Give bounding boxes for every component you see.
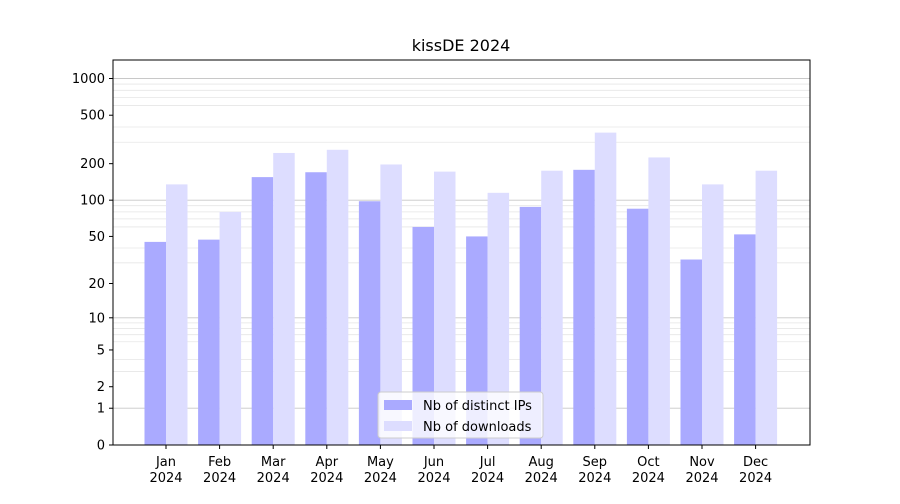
y-tick-label: 2 xyxy=(97,380,105,395)
bar-distinct-ips xyxy=(626,208,649,445)
x-tick-label: Dec 2024 xyxy=(739,455,772,486)
bar-downloads xyxy=(380,164,402,445)
bar-distinct-ips xyxy=(305,172,327,446)
x-tick-label: Jun 2024 xyxy=(417,455,450,486)
bar-distinct-ips xyxy=(251,177,274,445)
bars xyxy=(144,132,778,446)
y-tick-label: 50 xyxy=(88,230,105,245)
x-tick-label: Aug 2024 xyxy=(525,455,558,486)
bar-distinct-ips xyxy=(358,201,381,445)
x-tick-label: Jul 2024 xyxy=(471,455,504,486)
x-tick-label: Apr 2024 xyxy=(310,455,343,486)
legend-label: Nb of distinct IPs xyxy=(423,399,532,414)
x-tick-label: Feb 2024 xyxy=(203,455,236,486)
x-axis-ticks: Jan 2024 Feb 2024 Mar 2024 Apr 2024 May 2024 Jun 20… xyxy=(149,445,772,486)
plot-frame xyxy=(112,59,811,446)
legend-label: Nb of downloads xyxy=(423,420,532,435)
bar-distinct-ips xyxy=(198,239,220,445)
x-tick-label: May 2024 xyxy=(364,455,397,486)
x-tick-label: Mar 2024 xyxy=(257,455,290,486)
bar-downloads xyxy=(434,171,456,445)
bar-downloads xyxy=(702,184,724,445)
bar-distinct-ips xyxy=(734,234,756,445)
legend-swatch xyxy=(384,400,412,410)
y-tick-label: 0 xyxy=(97,439,105,454)
x-tick-label: Nov 2024 xyxy=(685,455,718,486)
y-tick-label: 1000 xyxy=(72,72,105,87)
x-tick-label: Sep 2024 xyxy=(578,455,611,486)
bar-downloads xyxy=(594,132,617,445)
bar-downloads xyxy=(219,211,242,445)
y-tick-label: 10 xyxy=(88,311,105,326)
bar-distinct-ips xyxy=(144,241,166,445)
y-tick-label: 5 xyxy=(97,343,105,358)
y-tick-label: 200 xyxy=(80,157,105,172)
bar-downloads xyxy=(326,149,349,445)
bar-downloads xyxy=(166,184,188,445)
bar-downloads xyxy=(273,152,295,445)
bar-distinct-ips xyxy=(519,206,542,445)
bar-downloads xyxy=(755,170,778,445)
legend: Nb of distinct IPs Nb of downloads xyxy=(377,391,544,439)
bar-distinct-ips xyxy=(680,259,702,445)
bar-distinct-ips xyxy=(573,169,595,445)
x-tick-label: Jan 2024 xyxy=(149,455,182,486)
x-tick-label: Oct 2024 xyxy=(632,455,665,486)
y-axis-ticks: 0 1 2 5 10 20 50 100 200 500 1000 xyxy=(72,72,113,454)
bar-downloads xyxy=(487,192,510,445)
chart-title: kissDE 2024 xyxy=(412,36,511,55)
legend-swatch xyxy=(384,421,412,431)
bar-distinct-ips xyxy=(412,226,434,445)
bar-downloads xyxy=(541,170,563,445)
y-tick-label: 20 xyxy=(88,277,105,292)
y-tick-label: 500 xyxy=(80,109,105,124)
legend-box xyxy=(377,391,544,439)
y-tick-label: 100 xyxy=(80,194,105,209)
y-tick-label: 1 xyxy=(97,402,105,417)
bar-downloads xyxy=(648,157,670,445)
